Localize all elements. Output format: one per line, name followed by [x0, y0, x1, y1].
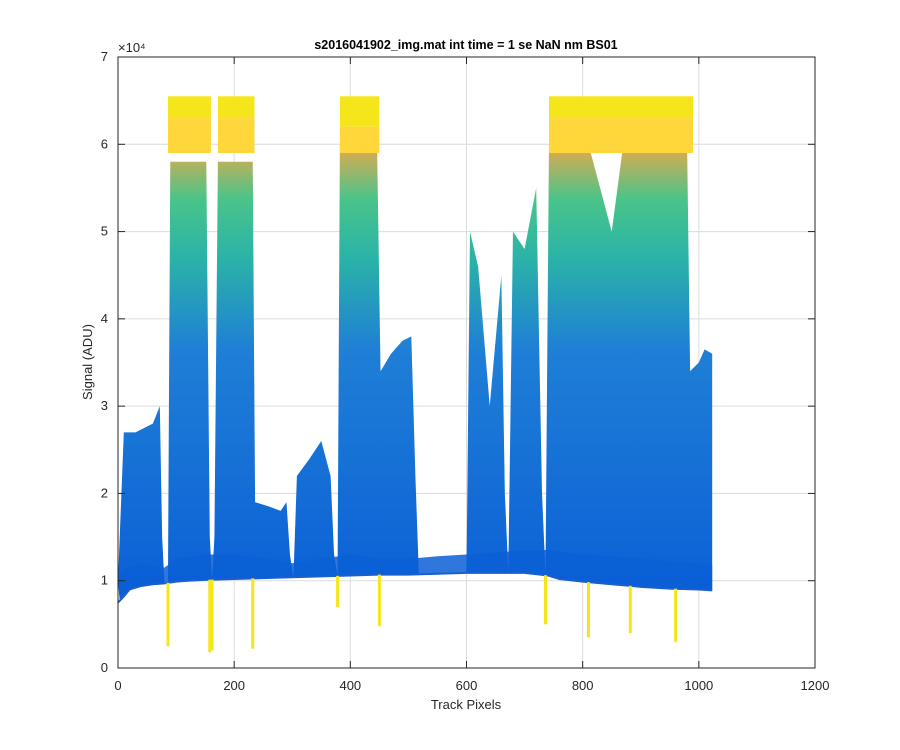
saturation-cap — [548, 96, 694, 119]
x-tick-labels: 0 200 400 600 800 1000 1200 — [114, 678, 829, 693]
saturation-cap — [167, 96, 211, 119]
saturation-cap — [339, 96, 380, 127]
y-tick-label: 5 — [101, 224, 108, 239]
y-tick-labels: 0 1 2 3 4 5 6 7 — [101, 49, 108, 675]
x-tick-label: 600 — [456, 678, 478, 693]
x-tick-label: 400 — [339, 678, 361, 693]
saturation-band — [217, 118, 255, 154]
y-tick-label: 6 — [101, 136, 108, 151]
x-tick-label: 200 — [223, 678, 245, 693]
y-tick-label: 3 — [101, 398, 108, 413]
saturation-band — [167, 118, 211, 154]
y-tick-label: 4 — [101, 311, 108, 326]
x-axis-label: Track Pixels — [431, 697, 502, 712]
x-tick-label: 1200 — [801, 678, 830, 693]
y-exponent-label: ×10⁴ — [118, 40, 146, 55]
saturation-cap — [217, 96, 255, 119]
y-tick-label: 2 — [101, 485, 108, 500]
signal-floor-line — [117, 571, 713, 604]
tick-marks — [117, 56, 816, 669]
x-tick-label: 800 — [572, 678, 594, 693]
y-tick-label: 0 — [101, 660, 108, 675]
y-tick-label: 7 — [101, 49, 108, 64]
saturation-band — [548, 118, 694, 154]
y-axis-label: Signal (ADU) — [80, 324, 95, 400]
y-tick-label: 1 — [101, 573, 108, 588]
data-layer — [117, 96, 713, 653]
saturation-band — [339, 126, 380, 154]
x-tick-label: 0 — [114, 678, 121, 693]
signal-envelope-area — [118, 144, 713, 601]
chart-title: s2016041902_img.mat int time = 1 se NaN … — [314, 38, 617, 52]
signal-core-area — [118, 550, 713, 601]
x-tick-label: 1000 — [684, 678, 713, 693]
